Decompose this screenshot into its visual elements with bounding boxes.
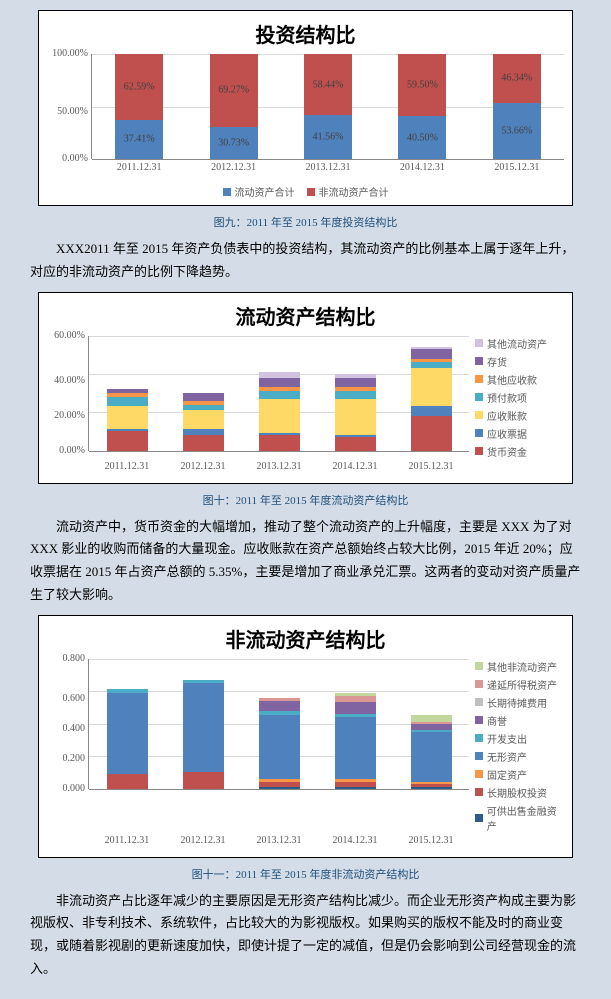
chart2-caption: 图十：2011 年至 2015 年度流动资产结构比 [10, 492, 601, 508]
chart1-title: 投资结构比 [47, 19, 564, 48]
chart3-plot [89, 659, 469, 790]
chart-investment-structure: 投资结构比 100.00%50.00%0.00% 37.41%62.59%30.… [38, 10, 573, 206]
chart2-plot [89, 336, 469, 452]
chart3-title: 非流动资产结构比 [47, 624, 564, 653]
chart1-caption: 图九：2011 年至 2015 年度投资结构比 [10, 214, 601, 230]
chart2-title: 流动资产结构比 [47, 301, 564, 330]
chart3-caption: 图十一：2011 年至 2015 年度非流动资产结构比 [10, 866, 601, 882]
chart3-legend: 其他非流动资产递延所得税资产长期待摊费用商誉开发支出无形资产固定资产长期股权投资… [469, 659, 564, 833]
chart-noncurrent-assets: 非流动资产结构比 0.8000.6000.4000.2000.000 其他非流动… [38, 615, 573, 858]
chart1-xaxis: 2011.12.312012.12.312013.12.312014.12.31… [92, 160, 564, 178]
chart3-xaxis: 2011.12.312012.12.312013.12.312014.12.31… [89, 833, 469, 851]
chart3-yaxis: 0.8000.6000.4000.2000.000 [47, 659, 89, 789]
chart2-yaxis: 60.00%40.00%20.00%0.00% [47, 336, 89, 451]
paragraph-3: 非流动资产占比逐年减少的主要原因是无形资产结构比减少。而企业无形资产构成主要为影… [30, 890, 581, 981]
paragraph-2: 流动资产中，货币资金的大幅增加，推动了整个流动资产的上升幅度，主要是 XXX 为… [30, 516, 581, 607]
chart2-area: 60.00%40.00%20.00%0.00% 其他流动资产存货其他应收款预付款… [47, 336, 564, 477]
chart1-legend: 流动资产合计非流动资产合计 [47, 178, 564, 199]
chart-current-assets: 流动资产结构比 60.00%40.00%20.00%0.00% 其他流动资产存货… [38, 292, 573, 484]
chart3-area: 0.8000.6000.4000.2000.000 其他非流动资产递延所得税资产… [47, 659, 564, 851]
chart1-yaxis: 100.00%50.00%0.00% [47, 54, 92, 159]
paragraph-1: XXX2011 年至 2015 年资产负债表中的投资结构，其流动资产的比例基本上… [30, 238, 581, 284]
chart1-area: 100.00%50.00%0.00% 37.41%62.59%30.73%69.… [47, 54, 564, 178]
chart2-xaxis: 2011.12.312012.12.312013.12.312014.12.31… [89, 459, 469, 477]
chart1-plot: 37.41%62.59%30.73%69.27%41.56%58.44%40.5… [92, 54, 564, 160]
chart2-legend: 其他流动资产存货其他应收款预付款项应收账款应收票据货币资金 [469, 336, 564, 459]
